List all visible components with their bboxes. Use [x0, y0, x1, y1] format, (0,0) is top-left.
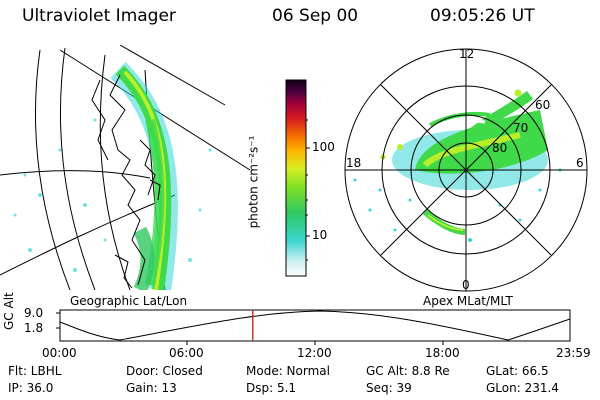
- info-seq: Seq: 39: [366, 381, 412, 395]
- altitude-ytick-low: 1.8: [24, 321, 44, 335]
- right-panel-label: Apex MLat/MLT: [423, 294, 513, 308]
- altitude-xtick-4: 23:59: [556, 346, 591, 360]
- mlt-label-6: 6: [576, 156, 584, 170]
- altitude-ytick-high: 9.0: [24, 306, 44, 320]
- altitude-plot: [56, 309, 571, 345]
- polar-plot: [344, 48, 588, 292]
- altitude-ticks: [186, 341, 444, 345]
- info-ip: IP: 36.0: [8, 381, 54, 395]
- altitude-xtick-0: 00:00: [42, 346, 77, 360]
- noise-dots: [13, 118, 212, 272]
- altitude-xtick-2: 12:00: [297, 346, 332, 360]
- colorbar-ticks: [306, 119, 310, 261]
- mlt-label-0: 0: [462, 278, 470, 292]
- info-door: Door: Closed: [126, 364, 203, 378]
- info-flt: Flt: LBHL: [8, 364, 62, 378]
- altitude-ylabel: GC Alt: [2, 292, 16, 330]
- info-gc-alt: GC Alt: 8.8 Re: [366, 364, 450, 378]
- polar-grid: [344, 48, 588, 292]
- altitude-xtick-3: 18:00: [425, 346, 460, 360]
- altitude-xtick-1: 06:00: [169, 346, 204, 360]
- info-glat: GLat: 66.5: [486, 364, 549, 378]
- date-label: 06 Sep 00: [272, 6, 359, 26]
- mlat-label-60: 60: [535, 98, 551, 112]
- mlat-label-70: 70: [513, 121, 529, 135]
- altitude-curve: [59, 310, 571, 341]
- colorbar-tick-10: 10: [312, 228, 328, 242]
- colorbar: [285, 79, 307, 277]
- info-glon: GLon: 231.4: [486, 381, 559, 395]
- mlt-label-18: 18: [346, 156, 362, 170]
- mlat-label-80: 80: [492, 141, 508, 155]
- time-label: 09:05:26 UT: [430, 6, 535, 26]
- polar-aurora: [353, 89, 562, 242]
- mlt-label-12: 12: [459, 47, 475, 61]
- info-gain: Gain: 13: [126, 381, 177, 395]
- instrument-title: Ultraviolet Imager: [22, 6, 176, 26]
- info-dsp: Dsp: 5.1: [246, 381, 297, 395]
- left-panel-label: Geographic Lat/Lon: [70, 294, 188, 308]
- geographic-map: [0, 45, 251, 290]
- info-mode: Mode: Normal: [246, 364, 330, 378]
- latitude-grid: [0, 45, 251, 290]
- coastlines: [91, 74, 161, 289]
- colorbar-unit-label: photon cm⁻²s⁻¹: [246, 135, 261, 229]
- colorbar-tick-100: 100: [312, 140, 335, 154]
